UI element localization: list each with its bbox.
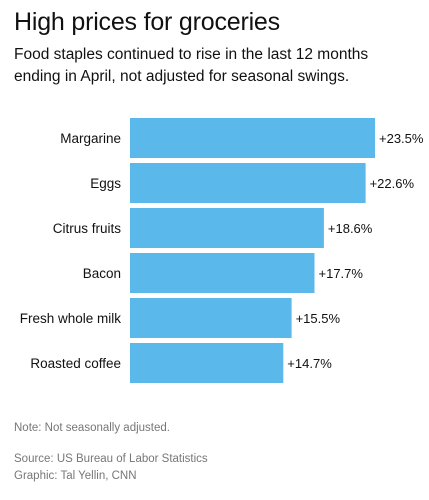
chart-title: High prices for groceries — [14, 8, 280, 36]
category-label-margarine: Margarine — [60, 131, 121, 146]
category-label-fresh-whole-milk: Fresh whole milk — [20, 311, 122, 326]
category-label-roasted-coffee: Roasted coffee — [30, 356, 121, 371]
source-text: Source: US Bureau of Labor Statistics — [14, 453, 208, 465]
chart-note: Note: Not seasonally adjusted. — [14, 422, 170, 434]
category-label-citrus-fruits: Citrus fruits — [53, 221, 122, 236]
chart-source-block: Source: US Bureau of Labor Statistics Gr… — [14, 451, 208, 485]
bar-margarine — [130, 118, 375, 158]
bar-bacon — [130, 253, 315, 293]
value-label-citrus-fruits: +18.6% — [328, 221, 373, 236]
bar-eggs — [130, 163, 366, 203]
value-label-margarine: +23.5% — [379, 131, 424, 146]
value-label-eggs: +22.6% — [370, 176, 415, 191]
bar-fresh-whole-milk — [130, 298, 292, 338]
bar-chart: Margarine +23.5% Eggs +22.6% Citrus fruits +1… — [20, 118, 424, 383]
value-label-roasted-coffee: +14.7% — [287, 356, 332, 371]
chart-subtitle: Food staples continued to rise in the la… — [14, 46, 369, 85]
category-label-bacon: Bacon — [83, 266, 121, 281]
value-label-bacon: +17.7% — [319, 266, 364, 281]
credit-text: Graphic: Tal Yellin, CNN — [14, 470, 137, 482]
bar-roasted-coffee — [130, 343, 284, 383]
bar-citrus-fruits — [130, 208, 324, 248]
value-label-fresh-whole-milk: +15.5% — [296, 311, 341, 326]
category-label-eggs: Eggs — [90, 176, 121, 191]
